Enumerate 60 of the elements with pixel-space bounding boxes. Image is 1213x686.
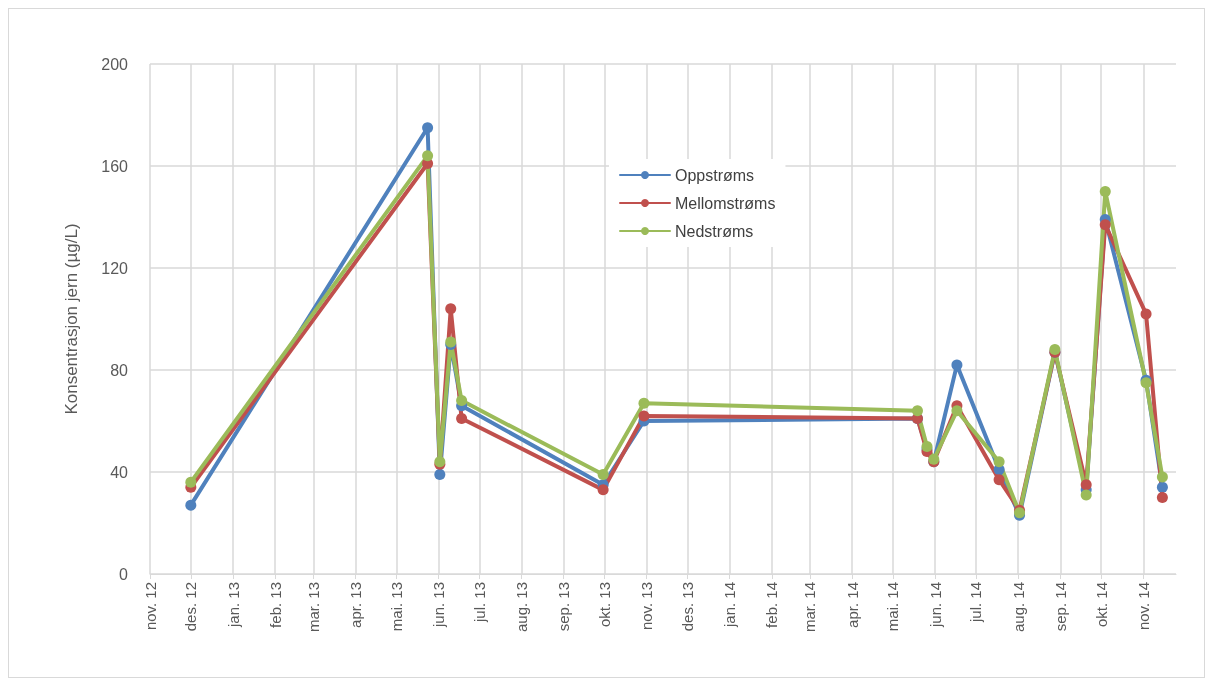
y-tick-label: 40 — [110, 463, 129, 481]
point — [185, 476, 197, 488]
x-tick-label: apr. 13 — [346, 582, 364, 628]
point — [1099, 219, 1111, 231]
point — [445, 303, 457, 315]
point — [1156, 471, 1168, 483]
x-tick-label: nov. 14 — [1134, 582, 1152, 631]
point — [434, 469, 446, 481]
point — [993, 474, 1005, 486]
y-tick-label: 80 — [110, 361, 129, 379]
x-tick-label: jan. 13 — [224, 582, 242, 629]
x-tick-label: feb. 14 — [763, 582, 781, 628]
x-tick-label: jun. 13 — [429, 582, 447, 629]
point — [456, 412, 468, 424]
point — [597, 484, 609, 496]
point — [1156, 481, 1168, 493]
x-tick-label: mar. 14 — [801, 582, 819, 633]
x-tick-label: des. 12 — [182, 582, 200, 632]
point — [185, 499, 197, 511]
x-tick-label: sep. 14 — [1051, 582, 1069, 632]
x-tick-label: sep. 13 — [555, 582, 573, 632]
point — [1080, 479, 1092, 491]
point — [1099, 186, 1111, 197]
x-tick-label: okt. 14 — [1092, 582, 1110, 628]
x-tick-label: okt. 13 — [595, 582, 613, 628]
point — [1140, 308, 1152, 320]
point — [951, 359, 963, 371]
x-tick-label: mai. 14 — [884, 582, 902, 632]
x-tick-label: jul. 14 — [967, 582, 985, 624]
point — [422, 150, 434, 162]
y-tick-label: 120 — [101, 259, 129, 277]
y-tick-label: 160 — [101, 157, 129, 175]
point — [1156, 492, 1168, 503]
x-tick-label: des. 13 — [678, 582, 696, 632]
x-tick-label: aug. 14 — [1009, 582, 1027, 633]
x-tick-label: jun. 14 — [926, 582, 944, 629]
x-tick-label: feb. 13 — [266, 582, 284, 628]
point — [422, 122, 434, 134]
point — [951, 405, 963, 417]
point — [638, 397, 650, 409]
x-tick-label: jan. 14 — [721, 582, 739, 629]
point — [1080, 489, 1092, 501]
legend-label: Nedstrøms — [675, 222, 754, 240]
x-tick-label: mai. 13 — [387, 582, 405, 632]
x-tick-label: apr. 14 — [843, 582, 861, 628]
y-tick-label: 0 — [119, 565, 129, 583]
point — [993, 456, 1005, 468]
x-tick-label: nov. 12 — [141, 582, 159, 631]
x-tick-label: jul. 13 — [470, 582, 488, 624]
point — [597, 469, 609, 481]
x-tick-label: aug. 13 — [512, 582, 530, 633]
y-tick-label: 200 — [101, 55, 129, 73]
x-tick-label: mar. 13 — [304, 582, 322, 633]
point — [911, 405, 923, 417]
point — [638, 410, 650, 422]
y-axis-title: Konsentrasjon jern (µg/L) — [62, 223, 81, 415]
point — [456, 395, 468, 407]
legend-label: Oppstrøms — [675, 166, 755, 184]
x-tick-label: nov. 13 — [638, 582, 656, 631]
legend-label: Mellomstrøms — [675, 194, 776, 212]
